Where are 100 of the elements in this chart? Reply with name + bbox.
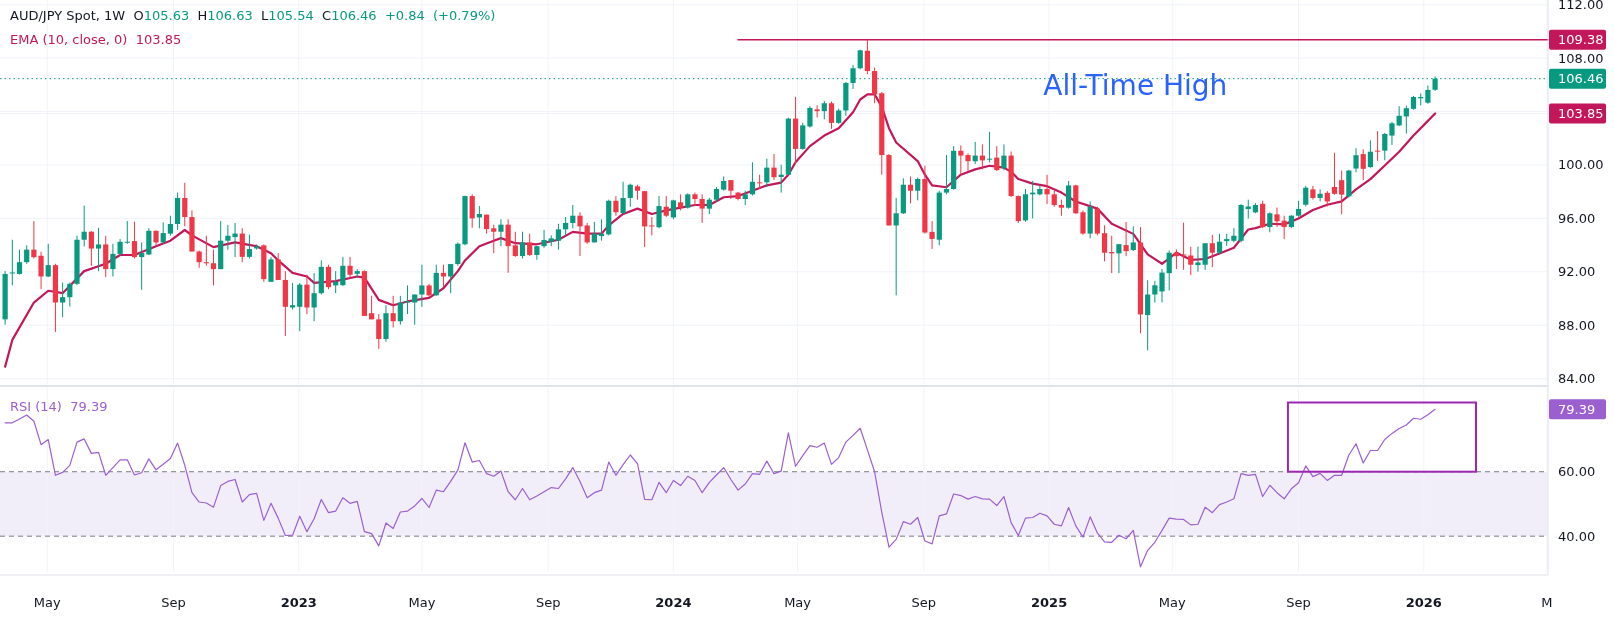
- candlestick: [268, 256, 274, 283]
- candlestick: [1375, 130, 1381, 162]
- candlestick: [60, 281, 66, 318]
- candlestick: [1281, 215, 1287, 240]
- data-label: 109.38: [1558, 32, 1604, 48]
- candlestick: [1123, 221, 1129, 257]
- candlestick: [1152, 280, 1158, 304]
- candlestick: [67, 281, 73, 308]
- x-tick-label: May: [33, 595, 61, 610]
- candlestick: [1260, 200, 1266, 229]
- candlestick: [131, 221, 138, 259]
- candlestick: [893, 197, 899, 296]
- candlestick: [1209, 234, 1215, 268]
- candlestick: [275, 252, 281, 281]
- text: AUD/JPY Spot, 1W: [10, 8, 126, 23]
- candlestick: [1303, 185, 1309, 207]
- candlestick: [1188, 246, 1194, 276]
- candlestick: [232, 222, 238, 258]
- candlestick: [986, 131, 993, 163]
- y-tick-label: 40.00: [1558, 528, 1596, 544]
- candlestick: [1331, 152, 1338, 196]
- candlestick: [469, 193, 475, 229]
- candlestick: [656, 195, 662, 229]
- y-tick-label: 112.00: [1558, 0, 1604, 13]
- candlestick: [1353, 147, 1359, 173]
- candlestick: [210, 249, 217, 286]
- candlestick: [419, 264, 425, 308]
- candlestick: [1274, 207, 1280, 228]
- candlestick: [1116, 243, 1122, 274]
- candlestick: [297, 282, 303, 332]
- y-tick-label: 79.39: [1558, 401, 1596, 417]
- candlestick: [31, 220, 37, 259]
- candlestick: [699, 193, 705, 224]
- candlestick: [519, 231, 526, 259]
- candlestick: [505, 218, 511, 274]
- candlestick: [943, 154, 950, 195]
- candlestick: [1180, 222, 1187, 271]
- x-tick-label: Sep: [1286, 595, 1311, 610]
- y-tick-label: 60.00: [1558, 464, 1596, 480]
- candlestick: [1339, 170, 1345, 215]
- candlestick: [555, 223, 562, 251]
- x-tick-label: Sep: [911, 595, 937, 610]
- x-tick-label: May: [408, 595, 436, 610]
- candlestick: [38, 251, 44, 290]
- candlestick: [1317, 188, 1323, 202]
- candlestick: [167, 215, 173, 237]
- candlestick: [965, 152, 971, 172]
- candlestick: [512, 231, 518, 258]
- candlestick: [9, 239, 15, 286]
- candlestick: [872, 67, 878, 104]
- x-tick-label: M: [1541, 595, 1553, 610]
- candlestick: [627, 183, 633, 208]
- candlestick: [1389, 121, 1395, 146]
- candlestick: [455, 241, 461, 267]
- x-tick-label: May: [1158, 595, 1187, 610]
- series-label: RSI (14) 79.39: [10, 399, 108, 414]
- candlestick: [1425, 85, 1431, 105]
- x-tick-label: Sep: [535, 595, 561, 610]
- candlestick: [915, 177, 921, 201]
- candlestick: [390, 295, 396, 328]
- candlestick: [814, 104, 820, 119]
- x-tick-label: 2024: [655, 595, 692, 610]
- candlestick: [404, 284, 411, 315]
- candlestick: [692, 192, 698, 207]
- candlestick: [498, 218, 504, 247]
- candlestick: [347, 256, 353, 279]
- candlestick: [1267, 211, 1273, 233]
- candlestick: [124, 220, 130, 245]
- candlestick: [239, 227, 245, 263]
- candlestick: [24, 244, 30, 265]
- text: O105.63 H106.63 L105.54 C106.46 +0.84 (+0.79%): [133, 8, 496, 23]
- candlestick: [397, 295, 403, 326]
- ref-line-label: 106.46: [1558, 71, 1604, 87]
- candlestick: [929, 220, 935, 250]
- candlestick: [95, 227, 102, 272]
- candlestick: [757, 174, 763, 190]
- annotation: All-Time High: [1043, 69, 1228, 102]
- candlestick: [433, 264, 439, 297]
- candlestick: [620, 181, 626, 215]
- candlestick: [1166, 249, 1172, 291]
- candlestick: [412, 294, 418, 326]
- candlestick: [1360, 148, 1366, 181]
- candlestick: [828, 101, 835, 130]
- candlestick: [1001, 143, 1007, 171]
- candlestick: [1066, 180, 1072, 210]
- candlestick: [182, 182, 188, 227]
- candlestick: [1130, 225, 1136, 252]
- candlestick: [160, 221, 166, 245]
- candlestick: [448, 263, 454, 294]
- x-tick-label: 2025: [1031, 595, 1068, 610]
- candlestick: [613, 195, 619, 217]
- candlestick: [16, 249, 23, 275]
- candlestick: [907, 175, 914, 204]
- candlestick: [246, 234, 253, 259]
- candlestick: [110, 243, 116, 277]
- candlestick: [1101, 224, 1108, 262]
- text: EMA (10, close, 0) 103.85: [10, 32, 182, 47]
- candlestick: [1231, 227, 1237, 243]
- candlestick: [527, 233, 533, 257]
- candlestick: [1202, 242, 1208, 271]
